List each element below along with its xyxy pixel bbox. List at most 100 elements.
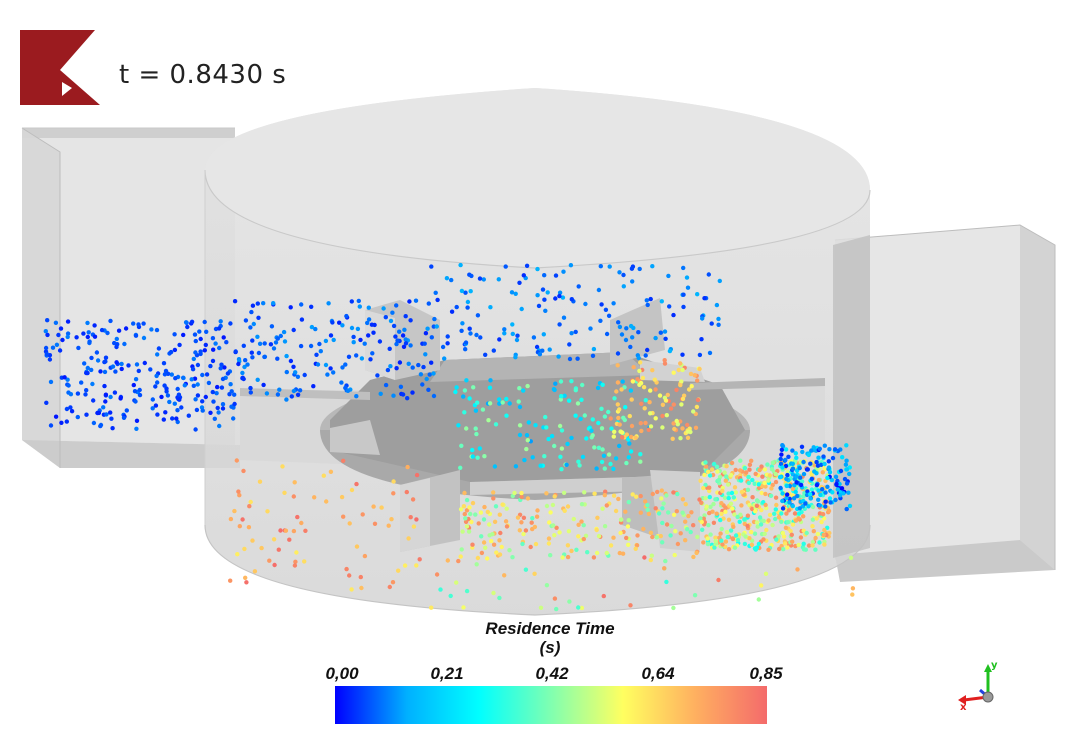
particle bbox=[720, 542, 725, 547]
particle bbox=[789, 532, 794, 537]
particle bbox=[467, 326, 472, 331]
particle bbox=[594, 527, 599, 533]
particle bbox=[328, 333, 334, 338]
particle bbox=[103, 392, 109, 397]
particle bbox=[432, 316, 437, 322]
particle bbox=[459, 547, 464, 552]
particle bbox=[712, 545, 717, 550]
particle bbox=[261, 382, 266, 388]
particle bbox=[753, 471, 758, 477]
particle bbox=[172, 347, 178, 353]
particle bbox=[700, 527, 705, 532]
particle bbox=[781, 547, 786, 552]
particle bbox=[400, 333, 406, 338]
particle bbox=[680, 396, 686, 402]
particle bbox=[844, 467, 850, 472]
particle bbox=[474, 562, 479, 567]
particle bbox=[822, 461, 827, 467]
particle bbox=[566, 529, 572, 534]
particle bbox=[276, 547, 281, 552]
particle bbox=[781, 534, 787, 539]
particle bbox=[723, 509, 728, 514]
particle bbox=[658, 330, 663, 335]
particle bbox=[691, 523, 696, 528]
particle bbox=[615, 351, 621, 356]
particle bbox=[825, 475, 830, 481]
particle bbox=[312, 495, 317, 500]
particle bbox=[465, 299, 471, 305]
particle bbox=[558, 454, 563, 459]
axis-y-label: y bbox=[991, 660, 998, 671]
particle bbox=[825, 484, 830, 489]
particle bbox=[815, 531, 821, 537]
particle bbox=[681, 292, 686, 297]
particle bbox=[150, 397, 155, 402]
particle bbox=[750, 477, 755, 483]
particle bbox=[66, 383, 71, 388]
particle bbox=[569, 331, 574, 336]
particle bbox=[516, 399, 521, 404]
particle bbox=[784, 483, 789, 489]
particle bbox=[445, 334, 450, 339]
particle bbox=[54, 342, 60, 347]
particle bbox=[827, 447, 832, 452]
particle bbox=[293, 559, 298, 564]
particle bbox=[645, 347, 650, 353]
particle bbox=[707, 485, 712, 490]
particle bbox=[536, 303, 542, 309]
particle bbox=[733, 490, 738, 495]
outlet-duct-side-wall bbox=[833, 235, 870, 558]
particle bbox=[547, 520, 552, 525]
particle bbox=[492, 464, 498, 469]
particle bbox=[707, 473, 713, 478]
particle bbox=[592, 491, 597, 496]
particle bbox=[611, 535, 616, 540]
particle bbox=[284, 397, 289, 402]
particle bbox=[186, 413, 191, 418]
particle bbox=[488, 378, 493, 383]
particle bbox=[576, 522, 581, 527]
particle bbox=[579, 502, 585, 507]
particle bbox=[464, 497, 470, 503]
particle bbox=[502, 573, 507, 578]
particle bbox=[648, 557, 653, 563]
particle bbox=[377, 339, 383, 344]
particle bbox=[838, 468, 844, 474]
particle bbox=[179, 405, 184, 410]
particle bbox=[617, 270, 622, 275]
particle bbox=[650, 491, 655, 497]
particle bbox=[513, 464, 519, 469]
particle bbox=[584, 436, 589, 441]
particle bbox=[546, 536, 552, 541]
particle bbox=[487, 385, 493, 390]
particle bbox=[664, 413, 669, 418]
particle bbox=[664, 522, 670, 527]
particle bbox=[759, 583, 764, 588]
particle bbox=[371, 504, 376, 509]
particle bbox=[719, 511, 724, 517]
particle bbox=[481, 277, 486, 282]
particle bbox=[454, 385, 459, 390]
particle bbox=[237, 524, 242, 529]
particle bbox=[124, 408, 129, 413]
particle bbox=[783, 463, 789, 469]
particle bbox=[497, 401, 502, 406]
particle bbox=[695, 292, 700, 297]
particle bbox=[783, 525, 789, 530]
particle bbox=[478, 510, 484, 515]
particle bbox=[240, 517, 245, 522]
particle bbox=[108, 394, 113, 400]
particle bbox=[91, 398, 96, 403]
particle bbox=[381, 306, 386, 311]
particle bbox=[402, 563, 408, 568]
particle bbox=[742, 465, 748, 471]
particle bbox=[262, 341, 267, 346]
particle bbox=[603, 307, 609, 312]
particle bbox=[602, 524, 608, 529]
particle bbox=[575, 356, 580, 361]
particle bbox=[202, 348, 207, 353]
particle bbox=[756, 597, 761, 602]
particle bbox=[349, 487, 355, 493]
particle bbox=[598, 264, 603, 269]
